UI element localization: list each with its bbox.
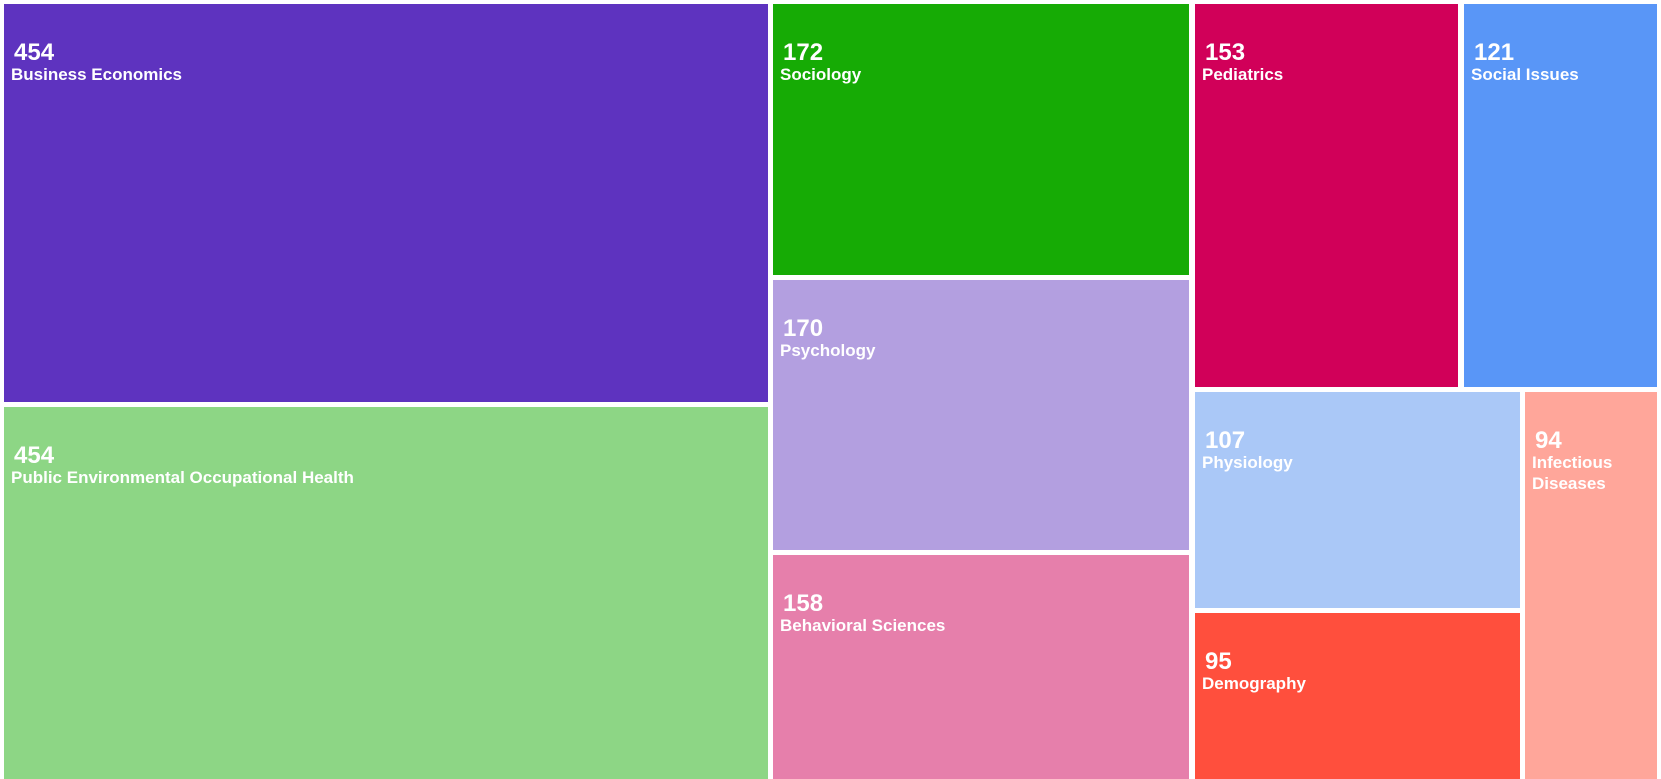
tile-label-public-environmental-occupational-health: Public Environmental Occupational Health [11, 468, 354, 487]
tile-value-pediatrics: 153 [1205, 39, 1245, 66]
tile-value-physiology: 107 [1205, 427, 1245, 454]
tile-rect-social-issues[interactable] [1464, 4, 1657, 387]
tile-rect-psychology[interactable] [773, 280, 1189, 550]
tile-value-infectious-diseases: 94 [1535, 427, 1562, 454]
tile-value-psychology: 170 [783, 315, 823, 342]
tile-label-demography: Demography [1202, 674, 1306, 693]
tile-value-demography: 95 [1205, 648, 1232, 675]
tile-rect-pediatrics[interactable] [1195, 4, 1458, 387]
tile-label-psychology: Psychology [780, 341, 876, 360]
tile-rect-demography[interactable] [1195, 613, 1520, 779]
tile-label-sociology: Sociology [780, 65, 862, 84]
tile-label-behavioral-sciences: Behavioral Sciences [780, 616, 945, 635]
tile-label-physiology: Physiology [1202, 453, 1293, 472]
tile-label-infectious-diseases: Infectious Diseases [1532, 453, 1612, 493]
tile-rect-public-environmental-occupational-health[interactable] [4, 407, 768, 779]
tile-value-public-environmental-occupational-health: 454 [14, 442, 55, 469]
tile-value-sociology: 172 [783, 39, 823, 66]
tile-rect-business-economics[interactable] [4, 4, 768, 402]
tile-label-pediatrics: Pediatrics [1202, 65, 1283, 84]
tile-value-behavioral-sciences: 158 [783, 590, 823, 617]
tile-label-social-issues: Social Issues [1471, 65, 1579, 84]
tile-value-social-issues: 121 [1474, 39, 1514, 66]
tile-rect-infectious-diseases[interactable] [1525, 392, 1657, 779]
tile-rect-behavioral-sciences[interactable] [773, 555, 1189, 779]
tile-value-business-economics: 454 [14, 39, 55, 66]
tile-rect-physiology[interactable] [1195, 392, 1520, 608]
tile-label-business-economics: Business Economics [11, 65, 182, 84]
tile-rect-sociology[interactable] [773, 4, 1189, 275]
